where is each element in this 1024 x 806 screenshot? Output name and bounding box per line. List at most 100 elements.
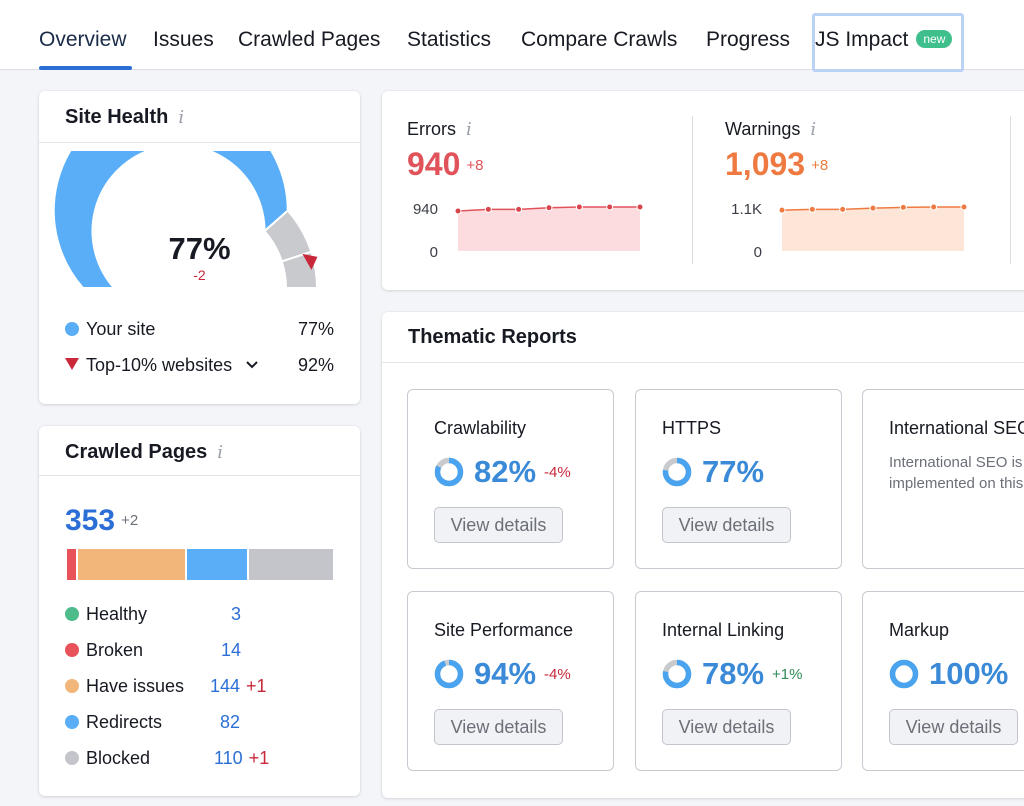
legend-label: Broken [86, 640, 144, 660]
report-name: Internal Linking [662, 620, 785, 640]
sparkline-point [839, 205, 847, 213]
bar-segment-have-issues[interactable] [77, 549, 188, 580]
report-percent: 100% [929, 656, 1009, 691]
sparkline-point [869, 204, 877, 212]
sparkline-point [899, 203, 907, 211]
info-icon[interactable]: i [178, 107, 185, 128]
site-health-title: Site Health i [65, 106, 184, 129]
errors-label-text: Errors [407, 119, 456, 139]
legend-broken[interactable]: Broken [65, 640, 143, 661]
tab-statistics[interactable]: Statistics [407, 28, 492, 51]
tab-bar: Overview Issues Crawled Pages Statistics… [0, 0, 1024, 72]
warnings-y-top: 1.1K [731, 201, 762, 218]
report-https: HTTPS 77% View details [635, 389, 842, 569]
healthy-value[interactable]: 3 [231, 604, 242, 624]
site-health-card: Site Health i 77% -2 Your site 77% Top-10… [39, 91, 360, 404]
warnings-label-text: Warnings [725, 119, 801, 139]
tab-progress[interactable]: Progress [706, 28, 791, 51]
tab-js-impact-label: JS Impact [815, 28, 909, 51]
warnings-sparkline [778, 203, 968, 251]
info-icon[interactable]: i [466, 119, 472, 140]
legend-label: Top-10% websites [86, 355, 233, 375]
top10-value: 92% [297, 355, 334, 375]
legend-label: Blocked [86, 748, 151, 768]
legend-redirects[interactable]: Redirects [65, 712, 162, 733]
donut-icon [662, 659, 692, 689]
divider [39, 142, 360, 143]
report-score[interactable]: 78% +1% [662, 656, 803, 692]
errors-y-top: 940 [412, 201, 438, 218]
view-details-button[interactable]: View details [434, 507, 563, 543]
redirects-value[interactable]: 82 [220, 712, 241, 732]
divider [382, 362, 1024, 363]
errors-value[interactable]: 940 +8 [407, 146, 484, 183]
donut-icon [662, 457, 692, 487]
report-score[interactable]: 94% -4% [434, 656, 571, 692]
tab-compare-crawls[interactable]: Compare Crawls [521, 28, 678, 51]
sparkline-point [515, 205, 523, 213]
info-icon[interactable]: i [810, 119, 817, 140]
warnings-count: 1,093 [725, 146, 806, 182]
legend-blocked[interactable]: Blocked [65, 748, 150, 769]
view-details-button[interactable]: View details [662, 709, 791, 745]
tab-overview[interactable]: Overview [39, 28, 127, 51]
report-delta: +1% [772, 666, 803, 683]
report-delta: -4% [544, 666, 571, 683]
sparkline-point [636, 203, 644, 211]
have-issues-dot [65, 679, 79, 693]
view-details-button[interactable]: View details [434, 709, 563, 745]
site-health-percent: 77% [168, 231, 231, 266]
report-percent: 82% [474, 454, 537, 489]
broken-value[interactable]: 14 [221, 640, 242, 660]
total-delta: +2 [121, 512, 139, 529]
tab-js-impact[interactable]: JS Impact new [815, 28, 953, 52]
total-value: 353 [65, 504, 116, 537]
report-percent: 77% [702, 454, 765, 489]
delta: +1 [246, 676, 267, 696]
count: 110 [214, 748, 243, 768]
donut-fill [434, 659, 464, 689]
thematic-reports-card: Thematic Reports Crawlability 82% -4% Vie… [382, 312, 1024, 798]
crawled-pages-stacked-bar [65, 549, 333, 580]
bar-segment-broken[interactable] [67, 549, 78, 580]
report-score[interactable]: 100% [889, 656, 1008, 692]
legend-have-issues[interactable]: Have issues [65, 676, 184, 697]
warnings-y-bottom: 0 [753, 244, 762, 261]
chevron-down-icon[interactable] [245, 360, 259, 370]
tab-crawled-pages[interactable]: Crawled Pages [238, 28, 381, 51]
view-details-button[interactable]: View details [889, 709, 1018, 745]
site-health-delta: -2 [193, 267, 206, 283]
errors-label: Errors i [407, 119, 472, 140]
have-issues-value[interactable]: 144 +1 [210, 676, 267, 697]
report-internal-linking: Internal Linking 78% +1% View details [635, 591, 842, 771]
warnings-label: Warnings i [725, 119, 816, 140]
info-icon[interactable]: i [217, 442, 224, 463]
site-health-title-text: Site Health [65, 106, 169, 128]
bar-segment-healthy[interactable] [65, 549, 68, 580]
report-score[interactable]: 77% [662, 454, 764, 490]
site-health-gauge [52, 151, 319, 289]
legend-healthy[interactable]: Healthy [65, 604, 147, 625]
donut-icon [889, 659, 919, 689]
sparkline-area [782, 207, 964, 251]
legend-top10[interactable]: Top-10% websites [65, 355, 259, 376]
warnings-value[interactable]: 1,093 +8 [725, 146, 828, 183]
report-name: Markup [889, 620, 950, 640]
tab-issues[interactable]: Issues [153, 28, 214, 51]
report-name: International SEO [889, 418, 1024, 438]
sparkline-point [960, 203, 968, 211]
view-details-button[interactable]: View details [662, 507, 791, 543]
report-name: HTTPS [662, 418, 722, 438]
blocked-value[interactable]: 110 +1 [214, 748, 269, 769]
errors-sparkline [454, 203, 644, 251]
bar-segment-blocked[interactable] [249, 549, 333, 580]
donut-icon [434, 659, 464, 689]
report-score[interactable]: 82% -4% [434, 454, 571, 490]
redirects-dot [65, 715, 79, 729]
crawled-pages-total[interactable]: 353 +2 [65, 504, 138, 538]
divider [1010, 116, 1011, 264]
legend-label: Have issues [86, 676, 185, 696]
donut-icon [434, 457, 464, 487]
legend-label: Your site [86, 319, 156, 339]
bar-segment-redirects[interactable] [187, 549, 250, 580]
